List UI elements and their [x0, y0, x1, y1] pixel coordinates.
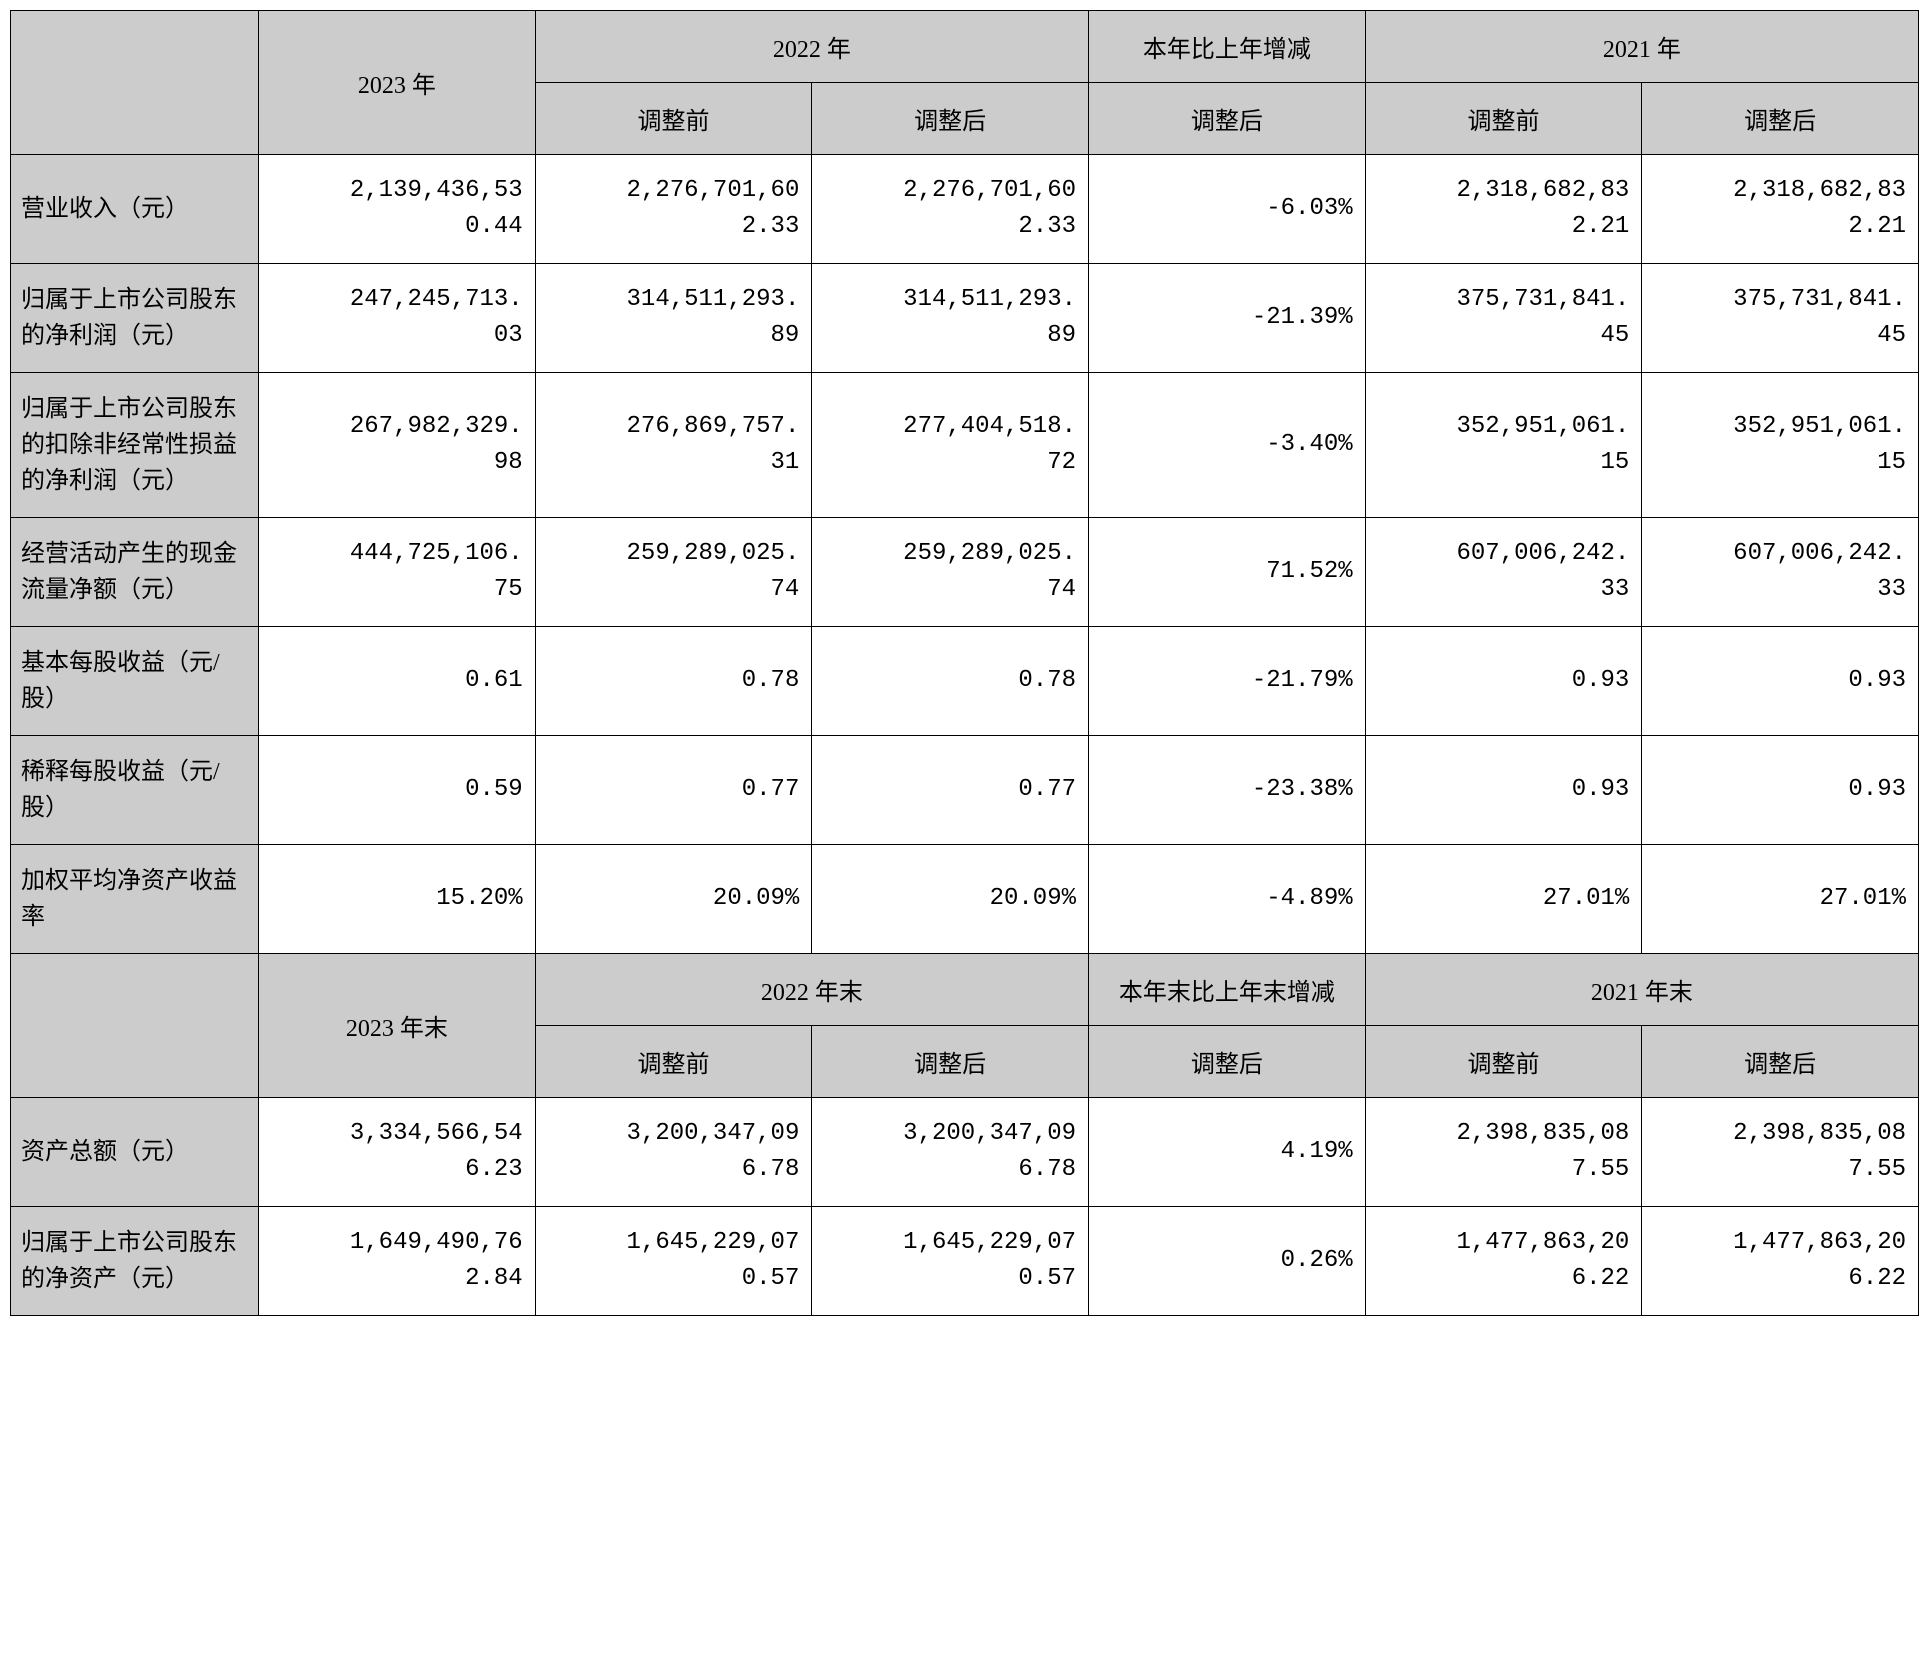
table-row: 归属于上市公司股东的净资产（元）1,649,490,76 2.841,645,2… — [11, 1207, 1919, 1316]
cell-change: -3.40% — [1089, 373, 1366, 518]
row-label: 归属于上市公司股东的净利润（元） — [11, 264, 259, 373]
cell-change: -21.39% — [1089, 264, 1366, 373]
cell-y2022_after: 314,511,293. 89 — [812, 264, 1089, 373]
cell-change: 71.52% — [1089, 518, 1366, 627]
cell-y2021_after: 352,951,061. 15 — [1642, 373, 1919, 518]
cell-y2021_before: 27.01% — [1365, 845, 1642, 954]
header-2023: 2023 年 — [259, 11, 536, 155]
cell-y2021_before: 607,006,242. 33 — [1365, 518, 1642, 627]
financial-table: 2023 年 2022 年 本年比上年增减 2021 年 调整前 调整后 调整后… — [10, 10, 1919, 1316]
cell-y2021_before: 2,318,682,83 2.21 — [1365, 155, 1642, 264]
cell-change: -6.03% — [1089, 155, 1366, 264]
cell-y2023: 267,982,329. 98 — [259, 373, 536, 518]
cell-y2021_after: 607,006,242. 33 — [1642, 518, 1919, 627]
header-2021: 2021 年 — [1365, 11, 1918, 83]
cell-y2022_after: 0.78 — [812, 627, 1089, 736]
header-change-end-after: 调整后 — [1089, 1026, 1366, 1098]
cell-y2022_before: 314,511,293. 89 — [535, 264, 812, 373]
cell-y2021_before: 352,951,061. 15 — [1365, 373, 1642, 518]
cell-y2021_after: 375,731,841. 45 — [1642, 264, 1919, 373]
cell-y2023: 0.61 — [259, 627, 536, 736]
table-row: 营业收入（元）2,139,436,53 0.442,276,701,60 2.3… — [11, 155, 1919, 264]
row-label: 加权平均净资产收益率 — [11, 845, 259, 954]
row-label: 归属于上市公司股东的净资产（元） — [11, 1207, 259, 1316]
header-change-end: 本年末比上年末增减 — [1089, 954, 1366, 1026]
cell-y2022_before: 0.77 — [535, 736, 812, 845]
table-row: 经营活动产生的现金流量净额（元）444,725,106. 75259,289,0… — [11, 518, 1919, 627]
table-row: 基本每股收益（元/股）0.610.780.78-21.79%0.930.93 — [11, 627, 1919, 736]
cell-y2022_before: 3,200,347,09 6.78 — [535, 1098, 812, 1207]
cell-change: -23.38% — [1089, 736, 1366, 845]
cell-y2023: 15.20% — [259, 845, 536, 954]
table-body-1: 营业收入（元）2,139,436,53 0.442,276,701,60 2.3… — [11, 155, 1919, 954]
header-2022-end: 2022 年末 — [535, 954, 1088, 1026]
cell-y2021_before: 375,731,841. 45 — [1365, 264, 1642, 373]
cell-y2021_before: 0.93 — [1365, 736, 1642, 845]
row-label: 归属于上市公司股东的扣除非经常性损益的净利润（元） — [11, 373, 259, 518]
row-label: 资产总额（元） — [11, 1098, 259, 1207]
cell-y2021_after: 2,318,682,83 2.21 — [1642, 155, 1919, 264]
header-2021-after: 调整后 — [1642, 83, 1919, 155]
cell-y2022_before: 20.09% — [535, 845, 812, 954]
cell-y2021_after: 0.93 — [1642, 627, 1919, 736]
cell-change: -4.89% — [1089, 845, 1366, 954]
header-2023-end: 2023 年末 — [259, 954, 536, 1098]
cell-y2021_before: 1,477,863,20 6.22 — [1365, 1207, 1642, 1316]
cell-y2021_after: 0.93 — [1642, 736, 1919, 845]
table-header-1: 2023 年 2022 年 本年比上年增减 2021 年 调整前 调整后 调整后… — [11, 11, 1919, 155]
table-row: 归属于上市公司股东的净利润（元）247,245,713. 03314,511,2… — [11, 264, 1919, 373]
header-2021-end-before: 调整前 — [1365, 1026, 1642, 1098]
cell-y2022_before: 2,276,701,60 2.33 — [535, 155, 812, 264]
table-row: 资产总额（元）3,334,566,54 6.233,200,347,09 6.7… — [11, 1098, 1919, 1207]
cell-y2022_before: 1,645,229,07 0.57 — [535, 1207, 812, 1316]
header-2022-end-after: 调整后 — [812, 1026, 1089, 1098]
cell-y2021_after: 1,477,863,20 6.22 — [1642, 1207, 1919, 1316]
table-row: 归属于上市公司股东的扣除非经常性损益的净利润（元）267,982,329. 98… — [11, 373, 1919, 518]
header-2021-before: 调整前 — [1365, 83, 1642, 155]
header-2021-end-after: 调整后 — [1642, 1026, 1919, 1098]
cell-change: -21.79% — [1089, 627, 1366, 736]
table-header-2: 2023 年末 2022 年末 本年末比上年末增减 2021 年末 调整前 调整… — [11, 954, 1919, 1098]
header-2022-before: 调整前 — [535, 83, 812, 155]
cell-y2023: 247,245,713. 03 — [259, 264, 536, 373]
cell-y2023: 444,725,106. 75 — [259, 518, 536, 627]
row-label: 经营活动产生的现金流量净额（元） — [11, 518, 259, 627]
cell-y2022_after: 259,289,025. 74 — [812, 518, 1089, 627]
table-row: 稀释每股收益（元/股）0.590.770.77-23.38%0.930.93 — [11, 736, 1919, 845]
table-body-2: 资产总额（元）3,334,566,54 6.233,200,347,09 6.7… — [11, 1098, 1919, 1316]
cell-y2022_before: 0.78 — [535, 627, 812, 736]
cell-change: 0.26% — [1089, 1207, 1366, 1316]
header-2021-end: 2021 年末 — [1365, 954, 1918, 1026]
row-label: 营业收入（元） — [11, 155, 259, 264]
header-2022-end-before: 调整前 — [535, 1026, 812, 1098]
cell-y2022_after: 277,404,518. 72 — [812, 373, 1089, 518]
cell-y2022_before: 259,289,025. 74 — [535, 518, 812, 627]
header-change: 本年比上年增减 — [1089, 11, 1366, 83]
cell-y2022_before: 276,869,757. 31 — [535, 373, 812, 518]
cell-y2022_after: 0.77 — [812, 736, 1089, 845]
cell-y2023: 1,649,490,76 2.84 — [259, 1207, 536, 1316]
header-2022-after: 调整后 — [812, 83, 1089, 155]
row-label: 稀释每股收益（元/股） — [11, 736, 259, 845]
cell-y2023: 2,139,436,53 0.44 — [259, 155, 536, 264]
cell-y2021_after: 27.01% — [1642, 845, 1919, 954]
header-change-after: 调整后 — [1089, 83, 1366, 155]
cell-y2022_after: 20.09% — [812, 845, 1089, 954]
cell-y2023: 3,334,566,54 6.23 — [259, 1098, 536, 1207]
cell-y2022_after: 1,645,229,07 0.57 — [812, 1207, 1089, 1316]
cell-change: 4.19% — [1089, 1098, 1366, 1207]
header-blank-2 — [11, 954, 259, 1098]
row-label: 基本每股收益（元/股） — [11, 627, 259, 736]
cell-y2022_after: 2,276,701,60 2.33 — [812, 155, 1089, 264]
cell-y2021_after: 2,398,835,08 7.55 — [1642, 1098, 1919, 1207]
header-blank — [11, 11, 259, 155]
cell-y2022_after: 3,200,347,09 6.78 — [812, 1098, 1089, 1207]
header-2022: 2022 年 — [535, 11, 1088, 83]
cell-y2021_before: 2,398,835,08 7.55 — [1365, 1098, 1642, 1207]
table-row: 加权平均净资产收益率15.20%20.09%20.09%-4.89%27.01%… — [11, 845, 1919, 954]
cell-y2021_before: 0.93 — [1365, 627, 1642, 736]
cell-y2023: 0.59 — [259, 736, 536, 845]
